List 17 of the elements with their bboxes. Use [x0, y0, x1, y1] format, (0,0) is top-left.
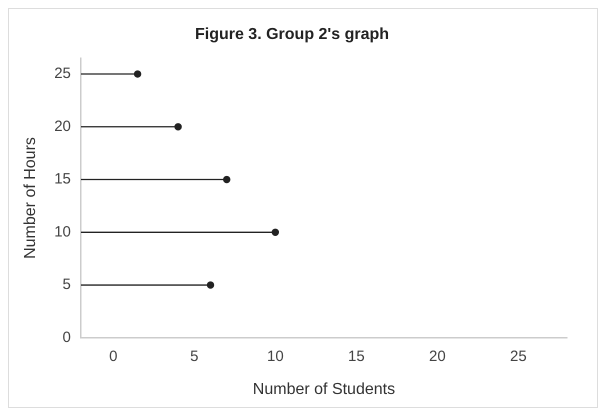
y-tick-label: 15 [54, 170, 71, 188]
point [134, 70, 142, 78]
x-tick-label: 20 [429, 348, 446, 365]
point [223, 176, 230, 184]
x-tick-label: 0 [109, 348, 118, 365]
y-tick-label: 20 [54, 118, 71, 135]
y-tick-label: 25 [54, 65, 71, 82]
x-tick-label: 5 [190, 348, 198, 365]
x-tick-label: 15 [348, 348, 365, 365]
y-tick-label: 10 [54, 223, 71, 240]
x-tick-label: 10 [266, 348, 284, 365]
y-tick-label: 5 [62, 276, 71, 294]
x-tick-label: 25 [510, 348, 527, 365]
y-tick-label: 0 [62, 328, 71, 346]
y-axis-title: Number of Hours [22, 137, 40, 259]
x-axis-title: Number of Students [252, 380, 396, 398]
chart-title: Figure 3. Group 2's graph [194, 26, 390, 44]
